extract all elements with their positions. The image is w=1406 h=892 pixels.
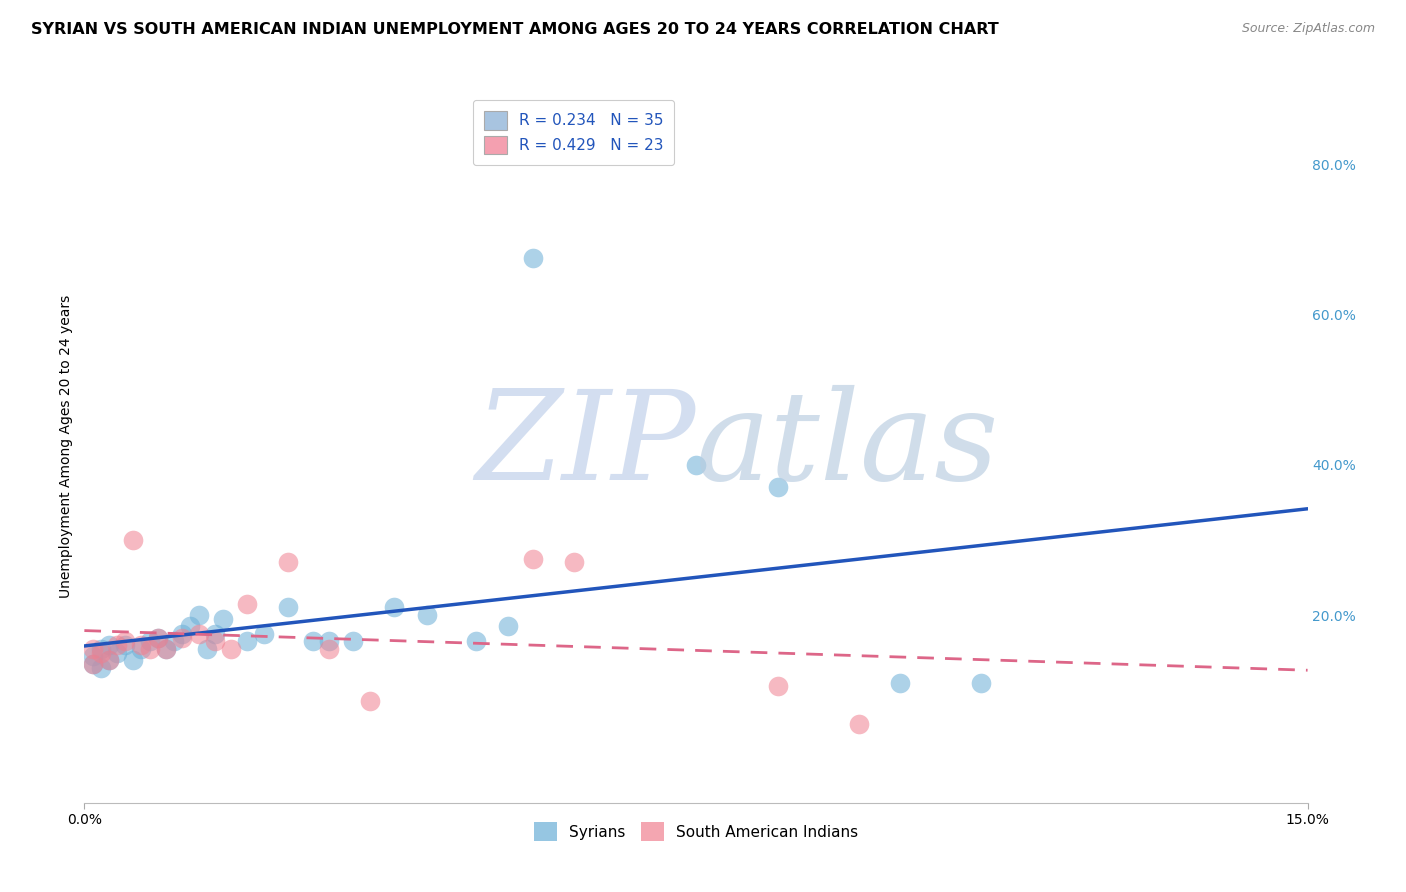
Point	[122, 533, 145, 547]
Point	[277, 556, 299, 570]
Point	[146, 631, 169, 645]
Point	[138, 634, 160, 648]
Point	[97, 638, 120, 652]
Point	[97, 653, 120, 667]
Point	[889, 675, 911, 690]
Text: atlas: atlas	[696, 385, 1000, 507]
Point	[522, 551, 544, 566]
Point	[82, 657, 104, 671]
Point	[97, 653, 120, 667]
Point	[522, 251, 544, 265]
Point	[155, 641, 177, 656]
Point	[172, 627, 194, 641]
Y-axis label: Unemployment Among Ages 20 to 24 years: Unemployment Among Ages 20 to 24 years	[59, 294, 73, 598]
Point	[212, 612, 235, 626]
Point	[82, 649, 104, 664]
Point	[114, 638, 136, 652]
Point	[105, 638, 128, 652]
Point	[179, 619, 201, 633]
Point	[848, 717, 870, 731]
Legend: Syrians, South American Indians: Syrians, South American Indians	[526, 814, 866, 848]
Point	[187, 627, 209, 641]
Point	[236, 597, 259, 611]
Point	[464, 634, 486, 648]
Point	[219, 641, 242, 656]
Point	[318, 641, 340, 656]
Point	[105, 646, 128, 660]
Point	[146, 631, 169, 645]
Point	[277, 600, 299, 615]
Text: SYRIAN VS SOUTH AMERICAN INDIAN UNEMPLOYMENT AMONG AGES 20 TO 24 YEARS CORRELATI: SYRIAN VS SOUTH AMERICAN INDIAN UNEMPLOY…	[31, 22, 998, 37]
Point	[131, 641, 153, 656]
Point	[382, 600, 405, 615]
Text: ZIP: ZIP	[475, 385, 696, 507]
Point	[90, 641, 112, 656]
Point	[685, 458, 707, 472]
Point	[236, 634, 259, 648]
Point	[970, 675, 993, 690]
Point	[172, 631, 194, 645]
Point	[163, 634, 186, 648]
Text: Source: ZipAtlas.com: Source: ZipAtlas.com	[1241, 22, 1375, 36]
Point	[562, 556, 585, 570]
Point	[416, 607, 439, 622]
Point	[187, 607, 209, 622]
Point	[90, 660, 112, 674]
Point	[204, 634, 226, 648]
Point	[301, 634, 323, 648]
Point	[138, 641, 160, 656]
Point	[318, 634, 340, 648]
Point	[114, 634, 136, 648]
Point	[253, 627, 276, 641]
Point	[204, 627, 226, 641]
Point	[122, 653, 145, 667]
Point	[82, 657, 104, 671]
Point	[195, 641, 218, 656]
Point	[342, 634, 364, 648]
Point	[90, 646, 112, 660]
Point	[359, 694, 381, 708]
Point	[155, 641, 177, 656]
Point	[82, 641, 104, 656]
Point	[766, 679, 789, 693]
Point	[131, 638, 153, 652]
Point	[498, 619, 520, 633]
Point	[766, 480, 789, 494]
